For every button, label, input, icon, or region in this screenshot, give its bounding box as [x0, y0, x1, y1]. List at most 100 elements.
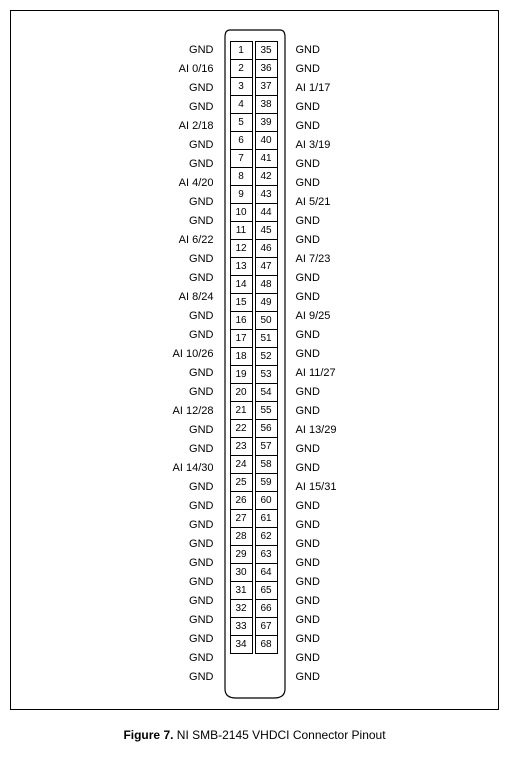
left-pin-label: AI 8/24: [154, 288, 224, 307]
pin-box: 35: [255, 41, 278, 60]
pin-box: 30: [230, 563, 253, 582]
connector-assembly: GNDAI 0/16GNDGNDAI 2/18GNDGNDAI 4/20GNDG…: [154, 29, 356, 699]
pin-column-left: 1234567891011121314151617181920212223242…: [230, 41, 253, 654]
left-pin-label: GND: [154, 326, 224, 345]
right-pin-label: AI 9/25: [286, 307, 356, 326]
right-pin-label: GND: [286, 402, 356, 421]
pin-box: 33: [230, 617, 253, 636]
pin-box: 2: [230, 59, 253, 78]
left-pin-label: GND: [154, 98, 224, 117]
pin-box: 19: [230, 365, 253, 384]
caption-text: NI SMB-2145 VHDCI Connector Pinout: [177, 728, 386, 742]
pin-box: 29: [230, 545, 253, 564]
left-pin-label: GND: [154, 497, 224, 516]
left-pin-label: GND: [154, 136, 224, 155]
right-pin-label: AI 15/31: [286, 478, 356, 497]
pin-box: 31: [230, 581, 253, 600]
left-pin-label: GND: [154, 592, 224, 611]
right-pin-label: GND: [286, 573, 356, 592]
left-pin-label: GND: [154, 383, 224, 402]
pin-box: 45: [255, 221, 278, 240]
left-pin-label: AI 12/28: [154, 402, 224, 421]
left-labels-column: GNDAI 0/16GNDGNDAI 2/18GNDGNDAI 4/20GNDG…: [154, 29, 224, 687]
right-pin-label: GND: [286, 668, 356, 687]
right-pin-label: GND: [286, 288, 356, 307]
left-pin-label: GND: [154, 212, 224, 231]
pin-box: 23: [230, 437, 253, 456]
pin-box: 64: [255, 563, 278, 582]
pin-box: 7: [230, 149, 253, 168]
caption-label: Figure 7.: [123, 728, 173, 742]
right-pin-label: GND: [286, 516, 356, 535]
pin-box: 27: [230, 509, 253, 528]
left-pin-label: GND: [154, 440, 224, 459]
right-pin-label: GND: [286, 459, 356, 478]
pin-box: 21: [230, 401, 253, 420]
pin-box: 48: [255, 275, 278, 294]
left-pin-label: AI 10/26: [154, 345, 224, 364]
pin-box: 10: [230, 203, 253, 222]
left-pin-label: GND: [154, 573, 224, 592]
pin-box: 3: [230, 77, 253, 96]
left-pin-label: GND: [154, 535, 224, 554]
right-pin-label: GND: [286, 212, 356, 231]
pin-box: 57: [255, 437, 278, 456]
pin-box: 42: [255, 167, 278, 186]
pin-box: 37: [255, 77, 278, 96]
pin-box: 22: [230, 419, 253, 438]
pin-box: 1: [230, 41, 253, 60]
right-labels-column: GNDGNDAI 1/17GNDGNDAI 3/19GNDGNDAI 5/21G…: [286, 29, 356, 687]
pin-box: 11: [230, 221, 253, 240]
pin-box: 26: [230, 491, 253, 510]
right-pin-label: GND: [286, 41, 356, 60]
right-pin-label: GND: [286, 630, 356, 649]
pins-container: 1234567891011121314151617181920212223242…: [230, 41, 278, 654]
right-pin-label: GND: [286, 440, 356, 459]
right-pin-label: AI 11/27: [286, 364, 356, 383]
left-pin-label: GND: [154, 269, 224, 288]
pin-box: 68: [255, 635, 278, 654]
right-pin-label: GND: [286, 611, 356, 630]
left-pin-label: AI 6/22: [154, 231, 224, 250]
pin-box: 6: [230, 131, 253, 150]
pin-box: 24: [230, 455, 253, 474]
right-pin-label: GND: [286, 535, 356, 554]
left-pin-label: GND: [154, 668, 224, 687]
pin-box: 39: [255, 113, 278, 132]
pin-box: 52: [255, 347, 278, 366]
right-pin-label: GND: [286, 155, 356, 174]
connector-body: 1234567891011121314151617181920212223242…: [224, 29, 286, 699]
left-pin-label: GND: [154, 41, 224, 60]
left-pin-label: GND: [154, 79, 224, 98]
pin-box: 59: [255, 473, 278, 492]
left-pin-label: GND: [154, 421, 224, 440]
right-pin-label: AI 3/19: [286, 136, 356, 155]
right-pin-label: GND: [286, 231, 356, 250]
pin-box: 40: [255, 131, 278, 150]
pin-box: 66: [255, 599, 278, 618]
pin-box: 53: [255, 365, 278, 384]
pin-column-right: 3536373839404142434445464748495051525354…: [255, 41, 278, 654]
pin-box: 8: [230, 167, 253, 186]
pin-box: 20: [230, 383, 253, 402]
pin-box: 46: [255, 239, 278, 258]
pin-box: 41: [255, 149, 278, 168]
pin-box: 50: [255, 311, 278, 330]
left-pin-label: GND: [154, 193, 224, 212]
pin-box: 49: [255, 293, 278, 312]
pin-box: 16: [230, 311, 253, 330]
right-pin-label: GND: [286, 649, 356, 668]
left-pin-label: GND: [154, 155, 224, 174]
pin-box: 36: [255, 59, 278, 78]
pin-box: 12: [230, 239, 253, 258]
right-pin-label: AI 5/21: [286, 193, 356, 212]
pin-box: 9: [230, 185, 253, 204]
pin-box: 4: [230, 95, 253, 114]
pin-box: 67: [255, 617, 278, 636]
pin-box: 17: [230, 329, 253, 348]
pin-box: 61: [255, 509, 278, 528]
right-pin-label: GND: [286, 554, 356, 573]
right-pin-label: GND: [286, 269, 356, 288]
figure-caption: Figure 7. NI SMB-2145 VHDCI Connector Pi…: [10, 728, 499, 742]
right-pin-label: AI 13/29: [286, 421, 356, 440]
